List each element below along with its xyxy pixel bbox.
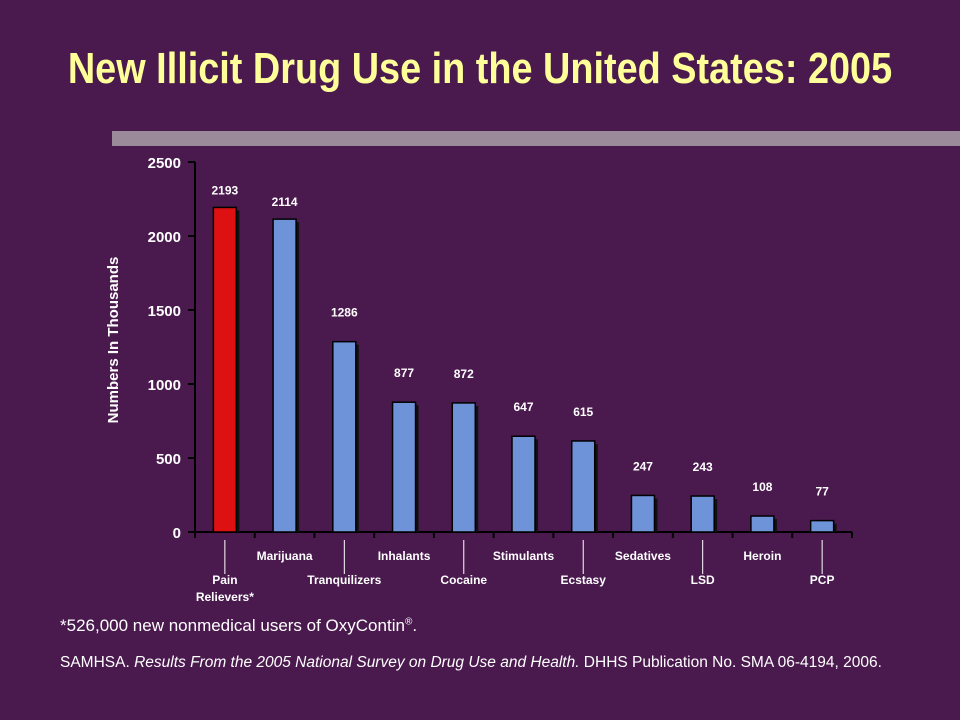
category-label: Heroin [743, 549, 781, 563]
data-label: 2193 [212, 183, 239, 197]
bar [690, 495, 715, 533]
bar [570, 440, 596, 533]
bar-chart: 0 500 1000 1500 2000 2500 2193 2114 1286 877 872 6… [105, 155, 853, 604]
category-label: Inhalants [378, 549, 431, 563]
y-tick-label: 1500 [148, 303, 181, 320]
bar [272, 218, 297, 533]
bar [630, 494, 656, 533]
data-label: 647 [513, 400, 533, 414]
data-label: 877 [394, 366, 414, 380]
y-tick-label: 2500 [148, 155, 181, 172]
y-tick-label: 0 [173, 525, 181, 542]
bar [332, 340, 357, 533]
category-label: Pain [212, 573, 237, 587]
bar [391, 401, 417, 533]
data-label: 108 [752, 480, 772, 494]
data-label: 243 [693, 460, 713, 474]
data-label: 2114 [272, 195, 298, 209]
footnote-end: . [412, 616, 418, 635]
data-label: 872 [454, 367, 474, 381]
y-tick-label: 500 [156, 451, 181, 468]
bar [809, 519, 835, 533]
bar [750, 515, 775, 533]
y-axis-label: Numbers In Thousands [105, 257, 122, 424]
data-labels: 2193 2114 1286 877 872 647 615 247 243 108 77 [212, 183, 830, 498]
category-label: Sedatives [615, 549, 671, 563]
category-label: PCP [810, 573, 835, 587]
category-labels: Pain Relievers* Marijuana Tranquilizers Inha… [196, 540, 835, 604]
category-label: LSD [691, 573, 715, 587]
bar [451, 402, 477, 533]
bar [511, 435, 536, 533]
data-label: 247 [633, 459, 653, 473]
bars [212, 206, 837, 533]
y-tick-label: 2000 [148, 229, 181, 246]
source-prefix: SAMHSA. [60, 654, 135, 671]
footnote: *526,000 new nonmedical users of OxyCont… [60, 616, 417, 636]
category-label: Tranquilizers [307, 573, 381, 587]
registered-mark: ® [404, 616, 413, 628]
bar [212, 206, 238, 533]
category-label: Marijuana [257, 549, 313, 563]
x-axis [194, 531, 853, 538]
category-label: Cocaine [440, 573, 487, 587]
category-label: Ecstasy [561, 573, 607, 587]
source-title: Results From the 2005 National Survey on… [134, 654, 580, 671]
category-label: Stimulants [493, 549, 555, 563]
title-divider [112, 131, 960, 146]
data-label: 1286 [331, 306, 358, 320]
footnote-text: *526,000 new nonmedical users of OxyCont… [60, 616, 405, 635]
y-tick-label: 1000 [148, 377, 181, 394]
data-label: 615 [573, 405, 593, 419]
source-citation: SAMHSA. Results From the 2005 National S… [60, 652, 940, 674]
y-axis: 0 500 1000 1500 2000 2500 [148, 155, 196, 542]
category-label: Relievers* [196, 590, 254, 604]
chart-title: New Illicit Drug Use in the United State… [67, 44, 893, 93]
data-label: 77 [815, 485, 829, 499]
source-suffix: DHHS Publication No. SMA 06-4194, 2006. [579, 654, 882, 671]
